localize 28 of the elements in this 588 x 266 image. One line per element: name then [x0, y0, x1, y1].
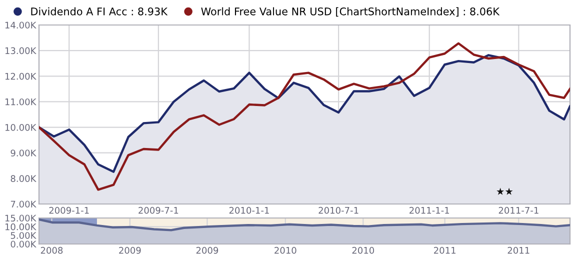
y-tick-label: 0.00K [10, 240, 36, 248]
x-tick-label: 2010-1-1 [229, 206, 269, 214]
x-tick-label: 2009-1-1 [49, 206, 89, 214]
x-tick-label: 2011 [434, 246, 456, 254]
y-tick-label: 11.00K [5, 98, 36, 106]
x-tick-label: 2009-7-1 [138, 206, 178, 214]
x-tick-label: 2011-7-1 [498, 206, 538, 214]
y-tick-label: 8.00K [10, 175, 36, 182]
y-tick-label: 5.00K [10, 232, 36, 239]
x-tick-label: 2011 [508, 246, 530, 254]
x-tick-label: 2009 [119, 246, 141, 254]
x-tick-label: 2010 [352, 246, 374, 254]
x-tick-label: 2010-7-1 [318, 206, 358, 214]
y-tick-label: 13.00K [5, 47, 36, 54]
y-tick-label: 15.00K [5, 214, 36, 222]
x-tick-label: 2009 [196, 246, 218, 254]
x-tick-label: 2008 [40, 246, 63, 254]
y-tick-label: 12.00K [5, 72, 36, 80]
y-tick-label: 14.00K [5, 22, 36, 29]
y-tick-label: 10.00K [5, 223, 36, 230]
legend-label: World Free Value NR USD [ChartShortNameIndex] : 8.06K [201, 7, 500, 17]
y-tick-label: 10.00K [5, 124, 36, 131]
legend-label: Dividendo A FI Acc : 8.93K [31, 7, 168, 16]
annotation: ★★ [496, 188, 513, 195]
y-tick-label: 7.00K [10, 200, 36, 208]
y-tick-label: 9.00K [10, 150, 36, 156]
x-tick-label: 2010 [274, 246, 296, 254]
x-tick-label: 2011-1-1 [410, 206, 450, 214]
